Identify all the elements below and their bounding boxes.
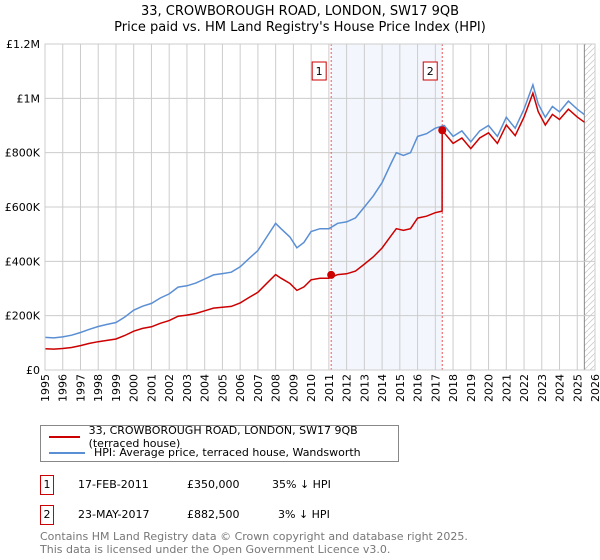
x-tick-label: 2010 [305,374,318,402]
x-tick-label: 2002 [163,374,176,402]
x-tick-label: 2026 [589,374,600,402]
transaction-row: 2 23-MAY-2017 £882,500 3% ↓ HPI [40,505,440,525]
x-tick-label: 2020 [483,374,496,402]
transaction-date: 23-MAY-2017 [78,508,150,521]
legend-item-hpi: HPI: Average price, terraced house, Wand… [49,446,361,459]
chart-subtitle: Price paid vs. HM Land Registry's House … [114,20,486,35]
sale-point [327,270,336,279]
y-tick-label: £600K [5,201,41,214]
x-tick-label: 1999 [110,374,123,402]
x-tick-label: 2006 [234,374,247,402]
red-line-swatch [49,435,80,438]
y-tick-label: £1.2M [6,38,40,51]
sale-badge [311,61,327,81]
x-tick-label: 2014 [376,374,389,402]
x-tick-label: 2022 [518,374,531,402]
y-tick-label: £400K [5,255,41,268]
sale-badge [422,61,438,81]
x-tick-label: 2017 [429,374,442,402]
x-tick-label: 2011 [323,374,336,402]
hpi-line [44,82,585,339]
x-tick-label: 2013 [358,374,371,402]
x-tick-label: 2024 [554,374,567,402]
y-tick-label: £1M [17,92,41,105]
x-tick-label: 2012 [341,374,354,402]
y-tick-label: £0 [26,364,40,377]
x-tick-label: 2009 [287,374,300,402]
x-tick-label: 2019 [465,374,478,402]
transaction-badge: 1 [40,475,54,495]
y-tick-label: £200K [5,310,41,323]
x-tick-label: 2021 [500,374,513,402]
transaction-date: 17-FEB-2011 [78,478,149,491]
price-chart: 1995 1996 1997 1998 1999 2000 2001 2002 2003 2004… [5,38,600,402]
x-tick-label: 1995 [39,374,52,402]
sale-badge-label: 2 [427,65,434,78]
plot-frame [44,43,596,371]
legend-label-property: 33, CROWBOROUGH ROAD, LONDON, SW17 9QB (… [88,423,358,450]
x-tick-label: 2018 [447,374,460,402]
x-tick-label: 1998 [92,374,105,402]
property-price-line [44,90,585,350]
transaction-hpi: 35% ↓ HPI [272,478,331,491]
y-tick-label: £800K [5,147,41,160]
x-tick-label: 2005 [216,374,229,402]
x-tick-label: 1996 [57,374,70,402]
x-tick-label: 2016 [412,374,425,402]
x-tick-label: 2015 [394,374,407,402]
transaction-price: £350,000 [187,478,240,491]
blue-line-swatch [49,451,85,454]
x-tick-label: 2008 [270,374,283,402]
x-tick-label: 2000 [128,374,141,402]
x-tick-label: 2004 [199,374,212,402]
legend: 33, CROWBOROUGH ROAD, LONDON, SW17 9QB (… [40,424,399,462]
transaction-row: 1 17-FEB-2011 £350,000 35% ↓ HPI [40,475,440,495]
chart-title: 33, CROWBOROUGH ROAD, LONDON, SW17 9QB [140,4,460,19]
transaction-price: £882,500 [187,508,240,521]
transaction-badge: 2 [40,505,54,525]
x-tick-label: 2025 [571,374,584,402]
x-tick-label: 1997 [74,374,87,402]
x-tick-label: 2003 [181,374,194,402]
footer-licence: This data is licensed under the Open Gov… [40,543,391,556]
x-tick-label: 2023 [536,374,549,402]
sale-point [438,126,447,135]
sale-badge-label: 1 [316,65,323,78]
legend-item-property: 33, CROWBOROUGH ROAD, LONDON, SW17 9QB (… [49,424,398,450]
transaction-hpi: 3% ↓ HPI [278,508,330,521]
legend-label-hpi: HPI: Average price, terraced house, Wand… [94,446,361,459]
x-tick-label: 2007 [252,374,265,402]
footer-copyright: Contains HM Land Registry data © Crown c… [40,530,468,543]
x-tick-label: 2001 [145,374,158,402]
